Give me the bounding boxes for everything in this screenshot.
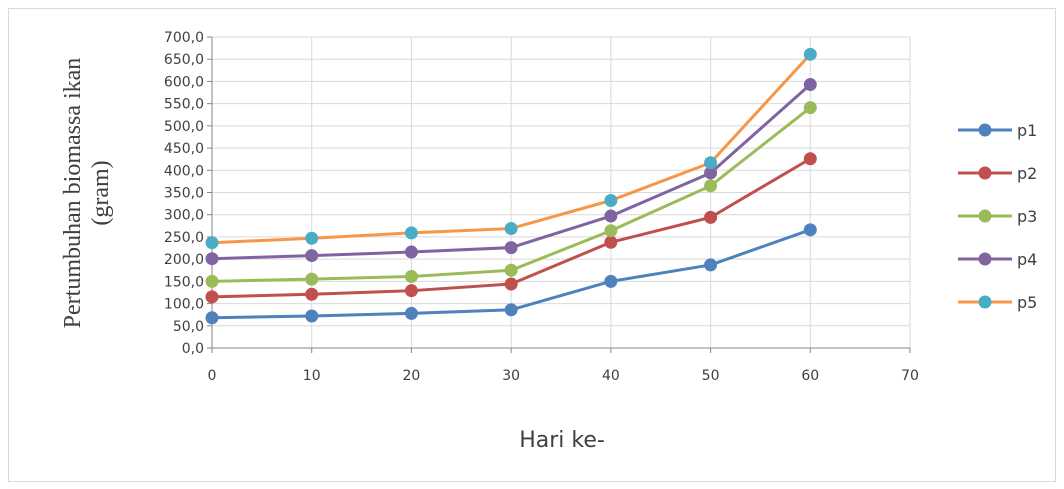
data-point-p4 (305, 249, 319, 263)
y-axis-title-line-2: (gram) (88, 160, 114, 225)
data-point-p4 (704, 166, 718, 180)
legend-item-p5: p5 (958, 293, 1037, 312)
y-tick-label: 700,0 (164, 30, 204, 46)
gridlines (212, 36, 911, 348)
legend-label: p2 (1017, 164, 1037, 183)
data-point-p1 (404, 306, 418, 320)
data-point-p2 (404, 284, 418, 298)
y-tick-label: 500,0 (164, 119, 204, 135)
x-tick-label: 30 (502, 368, 520, 384)
data-point-p1 (604, 274, 618, 288)
legend-item-p4: p4 (958, 250, 1037, 269)
series-p2 (205, 152, 817, 304)
series-p1 (205, 223, 817, 325)
data-point-p2 (205, 290, 219, 304)
series-p4 (205, 78, 817, 266)
legend-marker (978, 252, 992, 266)
y-tick-label: 350,0 (164, 186, 204, 202)
y-axis-title-line-1: Pertumbuhan biomassa ikan (60, 58, 86, 329)
data-point-p5 (205, 236, 219, 250)
y-tick-label: 50,0 (173, 319, 204, 335)
legend-marker (978, 123, 992, 137)
x-tick-label: 40 (602, 368, 620, 384)
data-point-p4 (803, 78, 817, 92)
data-point-p1 (704, 258, 718, 272)
y-tick-label: 650,0 (164, 52, 204, 68)
x-tick-label: 20 (403, 368, 421, 384)
legend-item-p2: p2 (958, 164, 1037, 183)
data-point-p3 (305, 272, 319, 286)
data-point-p1 (803, 223, 817, 237)
y-tick-label: 150,0 (164, 274, 204, 290)
data-point-p3 (504, 263, 518, 277)
legend-label: p1 (1017, 121, 1037, 140)
data-point-p2 (604, 235, 618, 249)
data-point-p1 (504, 303, 518, 317)
legend-item-p1: p1 (958, 121, 1037, 140)
legend-marker (978, 209, 992, 223)
tick-labels: 0,050,0100,0150,0200,0250,0300,0350,0400… (164, 30, 919, 384)
data-point-p5 (504, 221, 518, 235)
data-point-p5 (404, 226, 418, 240)
y-tick-label: 0,0 (182, 341, 204, 357)
y-tick-label: 400,0 (164, 163, 204, 179)
x-axis-title: Hari ke- (519, 428, 605, 453)
y-tick-label: 250,0 (164, 230, 204, 246)
data-point-p5 (604, 193, 618, 207)
legend-label: p5 (1017, 293, 1037, 312)
series-p5 (205, 47, 817, 250)
legend-marker (978, 166, 992, 180)
x-tick-label: 70 (901, 368, 919, 384)
data-point-p2 (504, 277, 518, 291)
legend-label: p4 (1017, 250, 1037, 269)
data-point-p3 (803, 101, 817, 115)
data-point-p5 (704, 156, 718, 170)
data-point-p4 (205, 252, 219, 266)
y-tick-label: 450,0 (164, 141, 204, 157)
x-tick-label: 60 (801, 368, 819, 384)
x-tick-label: 0 (208, 368, 217, 384)
data-point-p2 (704, 210, 718, 224)
y-tick-label: 100,0 (164, 297, 204, 313)
data-point-p1 (305, 309, 319, 323)
legend-item-p3: p3 (958, 207, 1037, 226)
legend-label: p3 (1017, 207, 1037, 226)
data-point-p2 (803, 152, 817, 166)
y-tick-label: 200,0 (164, 252, 204, 268)
y-tick-label: 300,0 (164, 208, 204, 224)
data-point-p1 (205, 311, 219, 325)
data-point-p5 (803, 47, 817, 61)
data-point-p5 (305, 231, 319, 245)
y-tick-label: 600,0 (164, 74, 204, 90)
data-point-p3 (404, 269, 418, 283)
chart-area (8, 8, 1056, 482)
x-tick-label: 50 (702, 368, 720, 384)
legend: p1 p2 p3 p4 p5 (958, 121, 1037, 312)
x-tick-label: 10 (303, 368, 321, 384)
legend-marker (978, 295, 992, 309)
data-point-p3 (604, 224, 618, 238)
data-point-p4 (504, 241, 518, 255)
series-lines (205, 47, 817, 325)
data-point-p3 (205, 274, 219, 288)
series-p3 (205, 101, 817, 288)
data-point-p2 (305, 287, 319, 301)
y-tick-label: 550,0 (164, 97, 204, 113)
data-point-p4 (404, 245, 418, 259)
data-point-p3 (704, 179, 718, 193)
data-point-p4 (604, 209, 618, 223)
